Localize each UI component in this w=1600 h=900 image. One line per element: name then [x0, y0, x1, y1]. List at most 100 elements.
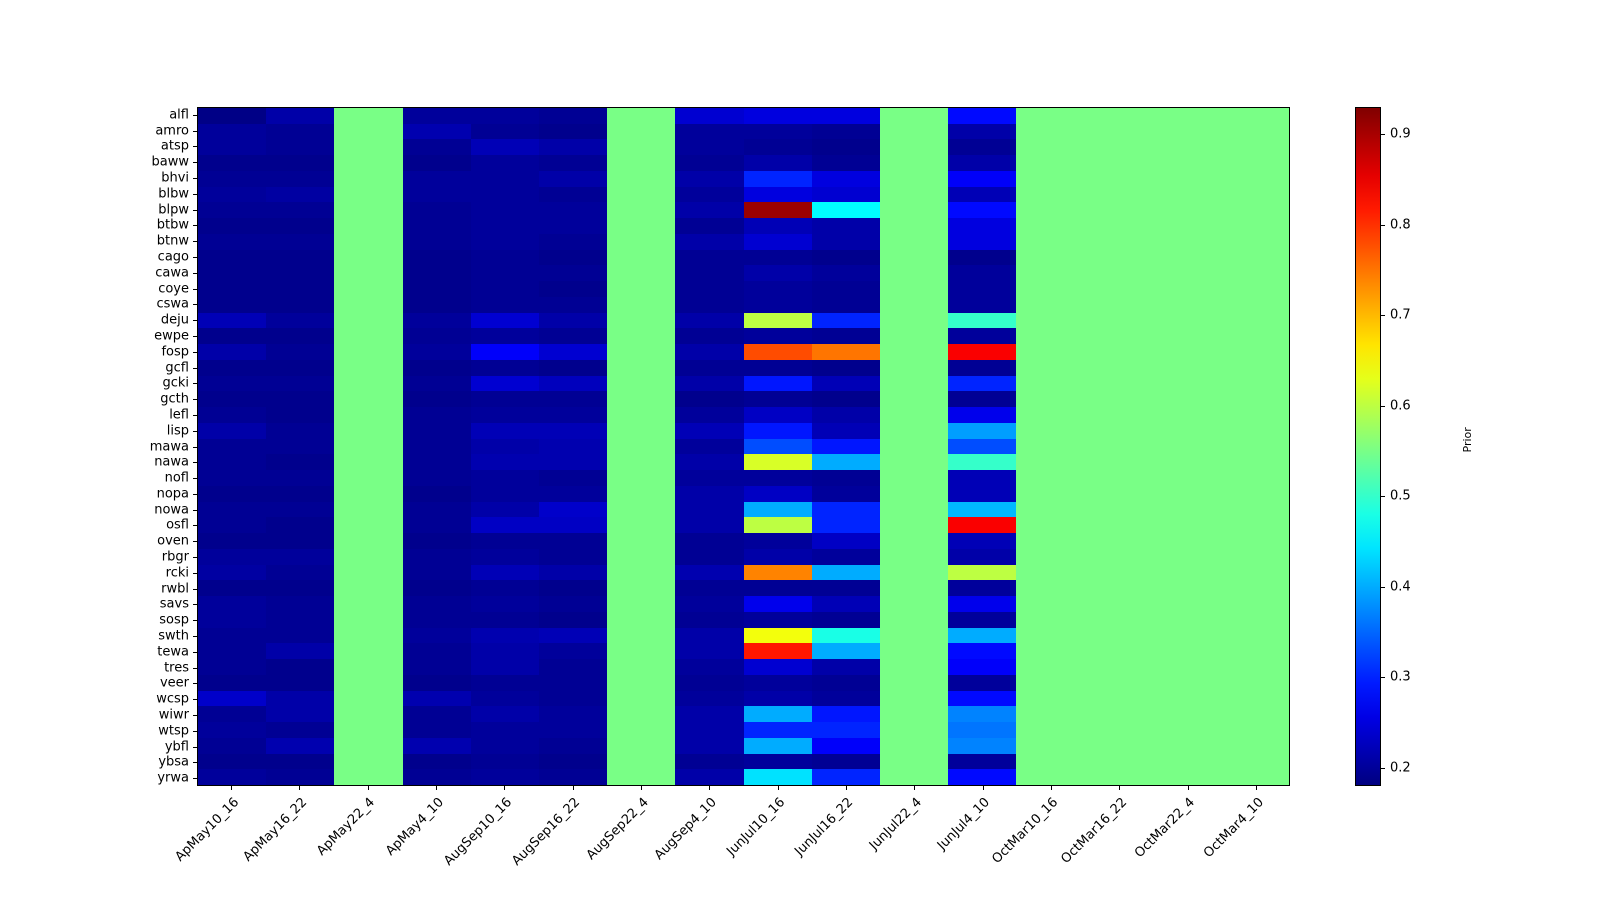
heatmap-cell — [607, 611, 676, 628]
heatmap-cell — [1084, 643, 1153, 660]
heatmap-cell — [266, 281, 335, 297]
heatmap-cell — [402, 517, 471, 534]
heatmap-cell — [402, 108, 471, 124]
heatmap-cell — [675, 233, 744, 250]
heatmap-cell — [334, 407, 403, 423]
heatmap-cell — [470, 454, 539, 471]
heatmap-cell — [811, 407, 880, 423]
heatmap-cell — [470, 422, 539, 439]
heatmap-cell — [1016, 706, 1085, 723]
heatmap-cell — [811, 155, 880, 171]
heatmap-cell — [1084, 328, 1153, 345]
heatmap-cell — [402, 186, 471, 203]
heatmap-cell — [334, 611, 403, 628]
heatmap-cell — [607, 454, 676, 471]
heatmap-cell — [470, 407, 539, 423]
heatmap-cell — [811, 533, 880, 549]
heatmap-cell — [811, 706, 880, 723]
heatmap-cell — [1016, 643, 1085, 660]
heatmap-cell — [743, 627, 812, 644]
heatmap-cell — [334, 233, 403, 250]
heatmap-cell — [1152, 485, 1221, 502]
heatmap-cell — [402, 328, 471, 345]
heatmap-cell — [1084, 359, 1153, 376]
heatmap-cell — [675, 611, 744, 628]
heatmap-cell — [879, 249, 949, 266]
y-tick-mark — [193, 635, 197, 637]
heatmap-cell — [334, 265, 403, 282]
heatmap-cell — [948, 391, 1017, 408]
heatmap-cell — [402, 218, 471, 234]
heatmap-cell — [1220, 627, 1289, 644]
heatmap-cell — [607, 155, 676, 171]
heatmap-cell — [811, 769, 880, 785]
heatmap-cell — [1084, 391, 1153, 408]
heatmap-cell — [1152, 391, 1221, 408]
heatmap-cell — [743, 328, 812, 345]
heatmap-cell — [470, 170, 539, 187]
heatmap-cell — [1220, 454, 1289, 471]
y-tick-mark — [193, 525, 197, 527]
heatmap-cell — [470, 722, 539, 738]
heatmap-cell — [402, 533, 471, 549]
heatmap-cell — [675, 375, 744, 392]
y-tick-label: osfl — [166, 517, 189, 533]
y-tick-label: lisp — [166, 423, 189, 439]
heatmap-cell — [470, 737, 539, 754]
y-tick-mark — [193, 746, 197, 748]
heatmap-cell — [334, 186, 403, 203]
heatmap-cell — [538, 422, 608, 439]
heatmap-cell — [538, 155, 608, 171]
heatmap-cell — [334, 485, 403, 502]
heatmap-cell — [879, 674, 949, 691]
heatmap-cell — [198, 328, 267, 345]
heatmap-cell — [811, 674, 880, 691]
heatmap-cell — [470, 753, 539, 770]
heatmap-cell — [675, 438, 744, 455]
heatmap-cell — [607, 753, 676, 770]
heatmap-cell — [334, 328, 403, 345]
heatmap-cell — [334, 344, 403, 360]
heatmap-cell — [948, 722, 1017, 738]
heatmap-cell — [538, 596, 608, 612]
heatmap-cell — [402, 753, 471, 770]
heatmap-cell — [675, 359, 744, 376]
heatmap-cell — [402, 249, 471, 266]
heatmap-cell — [266, 722, 335, 738]
heatmap-cell — [607, 328, 676, 345]
heatmap-cell — [743, 659, 812, 675]
heatmap-cell — [402, 643, 471, 660]
heatmap-cell — [879, 218, 949, 234]
heatmap-cell — [470, 202, 539, 219]
y-tick-label: mawa — [149, 439, 189, 454]
heatmap-cell — [1016, 627, 1085, 644]
heatmap-cell — [1220, 108, 1289, 124]
heatmap-cell — [266, 265, 335, 282]
heatmap-cell — [675, 627, 744, 644]
heatmap-cell — [743, 123, 812, 140]
heatmap-cell — [470, 155, 539, 171]
heatmap-grid — [198, 108, 1289, 785]
heatmap-cell — [743, 737, 812, 754]
heatmap-cell — [538, 706, 608, 723]
heatmap-cell — [470, 627, 539, 644]
heatmap-cell — [811, 233, 880, 250]
heatmap-cell — [538, 627, 608, 644]
heatmap-cell — [266, 706, 335, 723]
heatmap-cell — [1016, 375, 1085, 392]
heatmap-cell — [1220, 643, 1289, 660]
heatmap-cell — [879, 344, 949, 360]
heatmap-cell — [743, 564, 812, 581]
heatmap-cell — [675, 485, 744, 502]
heatmap-cell — [334, 753, 403, 770]
heatmap-cell — [198, 139, 267, 156]
y-tick-mark — [193, 130, 197, 132]
x-tick-label: JunJul22_4 — [866, 795, 925, 854]
heatmap-cell — [948, 170, 1017, 187]
heatmap-cell — [1016, 659, 1085, 675]
heatmap-cell — [743, 454, 812, 471]
heatmap-cell — [402, 202, 471, 219]
heatmap-cell — [1220, 155, 1289, 171]
heatmap-cell — [266, 155, 335, 171]
heatmap-cell — [607, 233, 676, 250]
